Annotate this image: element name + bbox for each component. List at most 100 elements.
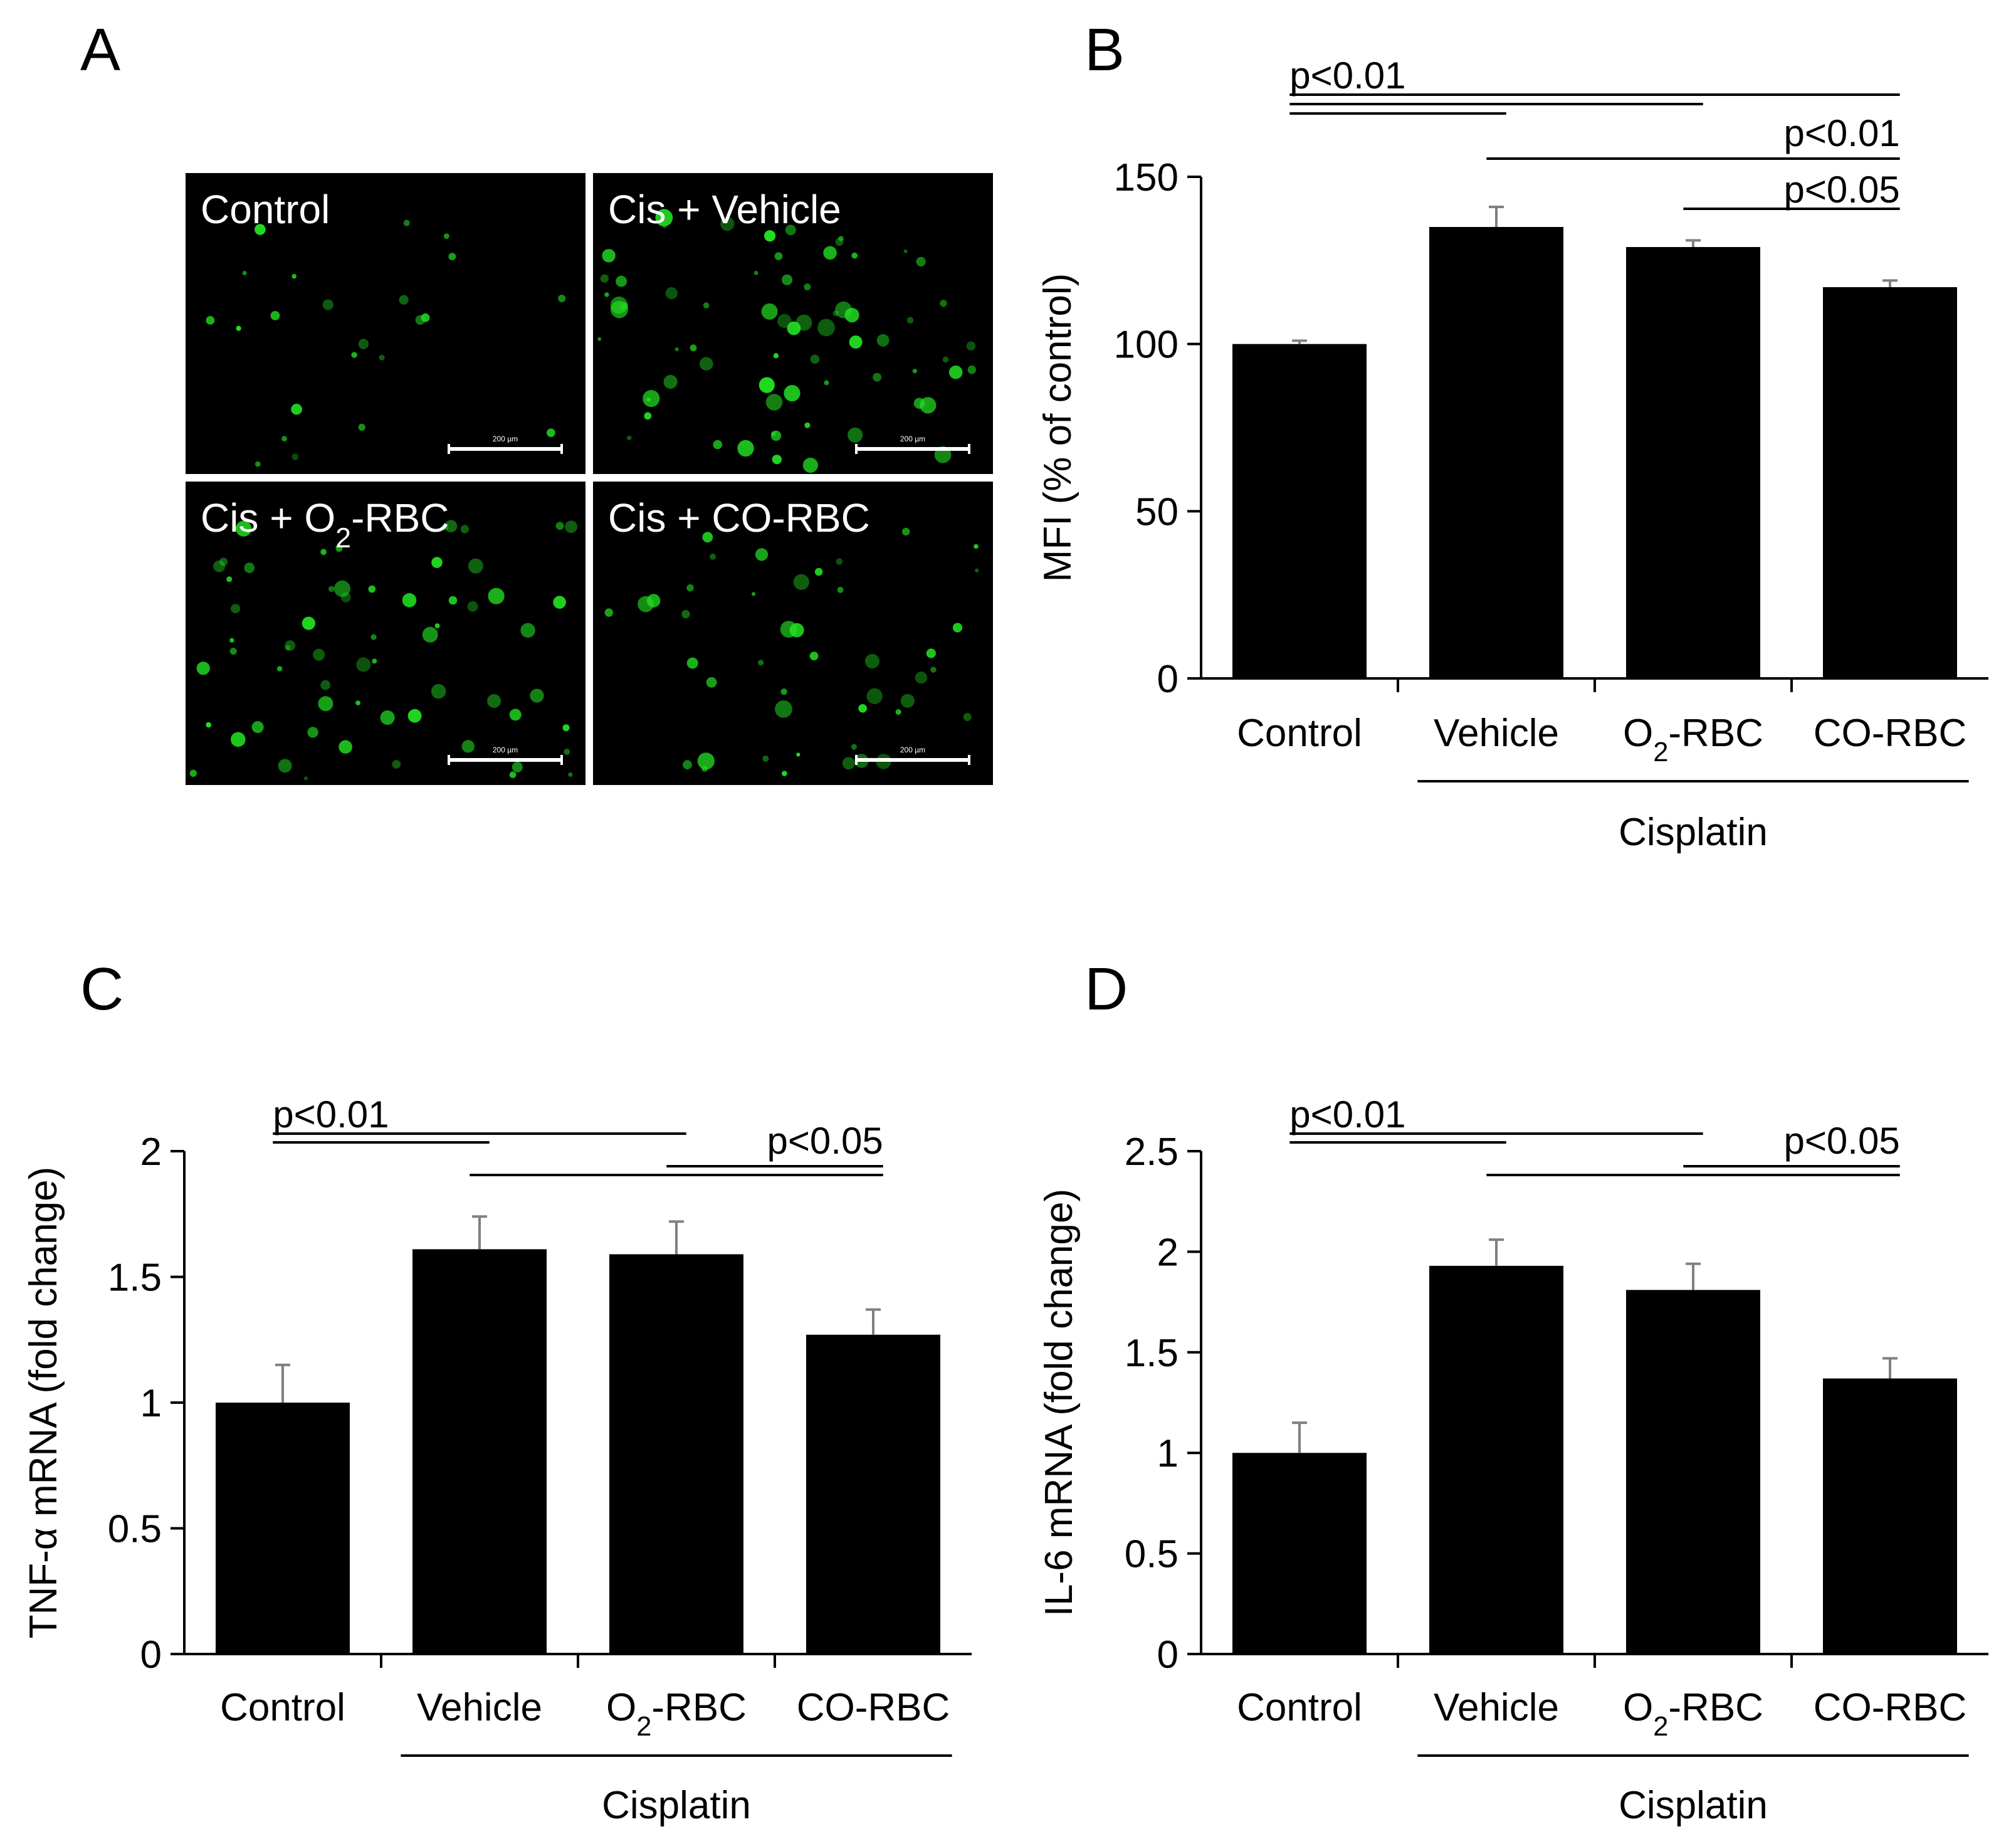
fluorescent-cell <box>358 423 365 431</box>
chart-c: 0 0.5 1 1.5 2 TNF-α mRNA (fold change) Control… <box>22 1093 972 1827</box>
fluorescent-cell <box>421 313 430 322</box>
y-tick-label: 0 <box>1157 1633 1179 1677</box>
micrograph-label: Cis + O2-RBC <box>201 495 449 554</box>
fluorescent-cell <box>431 557 443 568</box>
fluorescent-cell <box>675 347 679 352</box>
fluorescent-cell <box>236 520 252 537</box>
fluorescent-cell <box>219 557 228 566</box>
fluorescent-cell <box>866 688 883 705</box>
fluorescent-cell <box>564 749 570 755</box>
bar-o2-rbc <box>1626 1290 1760 1654</box>
fluorescent-cell <box>285 640 296 651</box>
fluorescent-cell <box>213 560 226 572</box>
fluorescent-cell <box>915 672 928 684</box>
fluorescent-cell <box>461 740 475 753</box>
fluorescent-cell <box>900 693 915 708</box>
fluorescent-cell <box>604 608 613 617</box>
fluorescent-cell <box>926 648 936 658</box>
fluorescent-cell <box>600 274 609 283</box>
y-axis-label: IL-6 mRNA (fold change) <box>1037 1189 1081 1616</box>
fluorescent-cell <box>686 584 694 592</box>
fluorescent-cell <box>206 722 212 728</box>
micrograph-0: Control 200 µm <box>186 173 585 474</box>
fluorescent-cell <box>810 354 820 364</box>
y-tick-label: 1 <box>1157 1432 1179 1475</box>
x-tick-label: Control <box>1237 712 1362 755</box>
fluorescent-cell <box>291 403 302 415</box>
micrograph-background <box>186 482 585 785</box>
fluorescent-cell <box>467 601 478 612</box>
fluorescent-cell <box>568 772 573 777</box>
y-tick-label: 0 <box>1157 658 1179 701</box>
fluorescent-cell <box>335 544 343 552</box>
scale-bar-label: 200 µm <box>493 435 518 443</box>
fluorescent-cell <box>774 252 783 260</box>
fluorescent-cell <box>602 249 616 263</box>
micrograph-label: Control <box>201 187 330 232</box>
fluorescent-cell <box>530 688 544 703</box>
panel-letter-a: A <box>80 16 120 83</box>
x-tick-label: Vehicle <box>417 1686 542 1729</box>
significance-label: p<0.01 <box>1289 55 1405 97</box>
chart-b: 0 50 100 150 MFI (% of control) Control Vehicl… <box>1036 55 1988 854</box>
fluorescent-cell <box>610 296 628 314</box>
x-tick-label: Vehicle <box>1434 712 1559 755</box>
fluorescent-cell <box>793 574 809 590</box>
fluorescent-cell <box>701 766 708 772</box>
micrograph-label: Cis + Vehicle <box>608 187 841 232</box>
fluorescent-cell <box>255 224 266 235</box>
fluorescent-cell <box>782 771 787 776</box>
scale-bar-label: 200 µm <box>900 746 925 754</box>
fluorescent-cell <box>231 604 241 614</box>
fluorescent-cell <box>189 769 197 777</box>
fluorescent-cell <box>358 339 369 349</box>
fluorescent-cell <box>422 626 438 643</box>
fluorescent-cell <box>242 271 247 275</box>
fluorescent-cell <box>837 586 844 593</box>
fluorescent-cell <box>616 275 627 287</box>
fluorescent-cell <box>873 372 882 382</box>
micrograph-grid: Control 200 µm Cis + Vehicle 200 µm Cis + O2… <box>186 173 993 785</box>
fluorescent-cell <box>686 657 698 669</box>
fluorescent-cell <box>916 256 926 266</box>
fluorescent-cell <box>876 334 890 347</box>
fluorescent-cell <box>706 677 717 688</box>
fluorescent-cell <box>952 623 963 633</box>
fluorescent-cell <box>468 558 483 574</box>
fluorescent-cell <box>842 757 855 770</box>
group-label: Cisplatin <box>1619 1784 1768 1827</box>
fluorescent-cell <box>226 576 233 582</box>
y-tick-label: 1 <box>140 1382 162 1425</box>
panel-letter-b: B <box>1084 16 1125 83</box>
fluorescent-cell <box>681 609 690 619</box>
fluorescent-cell <box>895 709 901 715</box>
fluorescent-cell <box>974 544 979 549</box>
fluorescent-cell <box>764 230 776 242</box>
fluorescent-cell <box>626 435 632 441</box>
x-tick-label: O2-RBC <box>1623 712 1763 767</box>
fluorescent-cell <box>836 558 843 565</box>
fluorescent-cell <box>281 436 287 442</box>
y-tick-label: 2 <box>140 1130 162 1174</box>
fluorescent-cell <box>759 377 775 393</box>
significance-label: p<0.01 <box>273 1093 389 1136</box>
scale-bar-label: 200 µm <box>493 746 518 754</box>
fluorescent-cell <box>777 314 792 329</box>
fluorescent-cell <box>392 760 401 769</box>
y-tick-label: 1.5 <box>1125 1332 1179 1375</box>
fluorescent-cell <box>333 580 351 598</box>
fluorescent-cell <box>307 727 318 738</box>
significance-label: p<0.05 <box>1784 1120 1900 1162</box>
micrograph-3: Cis + CO-RBC 200 µm <box>593 482 993 785</box>
fluorescent-cell <box>848 427 863 443</box>
fluorescent-cell <box>761 303 778 320</box>
fluorescent-cell <box>713 440 722 450</box>
fluorescent-cell <box>804 283 811 291</box>
y-tick-label: 0.5 <box>108 1508 162 1551</box>
y-axis-label: TNF-α mRNA (fold change) <box>22 1167 65 1638</box>
fluorescent-cell <box>697 752 715 770</box>
fluorescent-cell <box>838 236 844 241</box>
fluorescent-cell <box>780 688 787 695</box>
x-tick-label: CO-RBC <box>797 1686 950 1729</box>
